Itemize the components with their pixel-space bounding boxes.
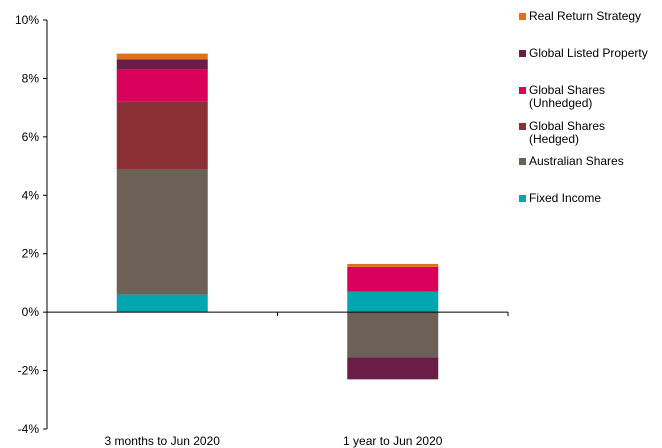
labels-layer: -4% -2% 0% 2% 4% 6% 8% 10% 3 months to Jun 2020 1… — [15, 13, 443, 448]
legend-swatch — [519, 13, 526, 20]
bars-layer — [116, 53, 439, 380]
legend-item: Global Shares (Unhedged) — [519, 84, 605, 110]
bar-global-shares-hedged-1 — [116, 101, 208, 169]
x-category-label: 3 months to Jun 2020 — [105, 434, 221, 448]
bar-fixed-income-2 — [347, 291, 439, 313]
legend-swatch — [519, 158, 526, 165]
bar-global-shares-unhedged-1 — [116, 69, 208, 102]
legend-swatch — [519, 123, 526, 130]
y-tick-label: 4% — [22, 188, 40, 202]
legend-label: Fixed Income — [529, 191, 602, 205]
x-category-label: 1 year to Jun 2020 — [343, 434, 443, 448]
legend-label: Real Return Strategy — [529, 9, 642, 23]
bar-real-return-strategy-1 — [116, 53, 208, 60]
legend-item: Global Listed Property — [519, 47, 648, 60]
bar-global-shares-unhedged-2 — [347, 266, 439, 292]
bar-global-listed-property-1 — [116, 59, 208, 70]
legend-label: Australian Shares — [529, 154, 624, 168]
y-tick-label: 8% — [22, 71, 40, 85]
y-tick-label: -4% — [18, 422, 40, 436]
bar-global-listed-property-2 — [347, 357, 439, 380]
bar-australian-shares-1 — [116, 168, 208, 295]
legend-item: Global Shares (Hedged) — [519, 120, 605, 146]
legend-swatch — [519, 195, 526, 202]
y-tick-label: 2% — [22, 247, 40, 261]
y-tick-label: 10% — [15, 13, 39, 27]
y-tick-label: 6% — [22, 130, 40, 144]
legend-swatch — [519, 50, 526, 57]
y-tick-label: -2% — [18, 364, 40, 378]
y-tick-label: 0% — [22, 305, 40, 319]
legend-swatch — [519, 87, 526, 94]
axes-layer — [43, 19, 509, 430]
legend-label: Global Shares (Hedged) — [529, 119, 606, 146]
bar-fixed-income-1 — [116, 294, 208, 313]
legend-item: Fixed Income — [519, 192, 601, 205]
legend-label: Global Shares (Unhedged) — [529, 83, 606, 110]
legend-label: Global Listed Property — [529, 46, 648, 60]
bar-real-return-strategy-2 — [347, 263, 439, 267]
legend-item: Real Return Strategy — [519, 10, 641, 23]
legend-item: Australian Shares — [519, 155, 624, 168]
bar-australian-shares-2 — [347, 312, 439, 358]
